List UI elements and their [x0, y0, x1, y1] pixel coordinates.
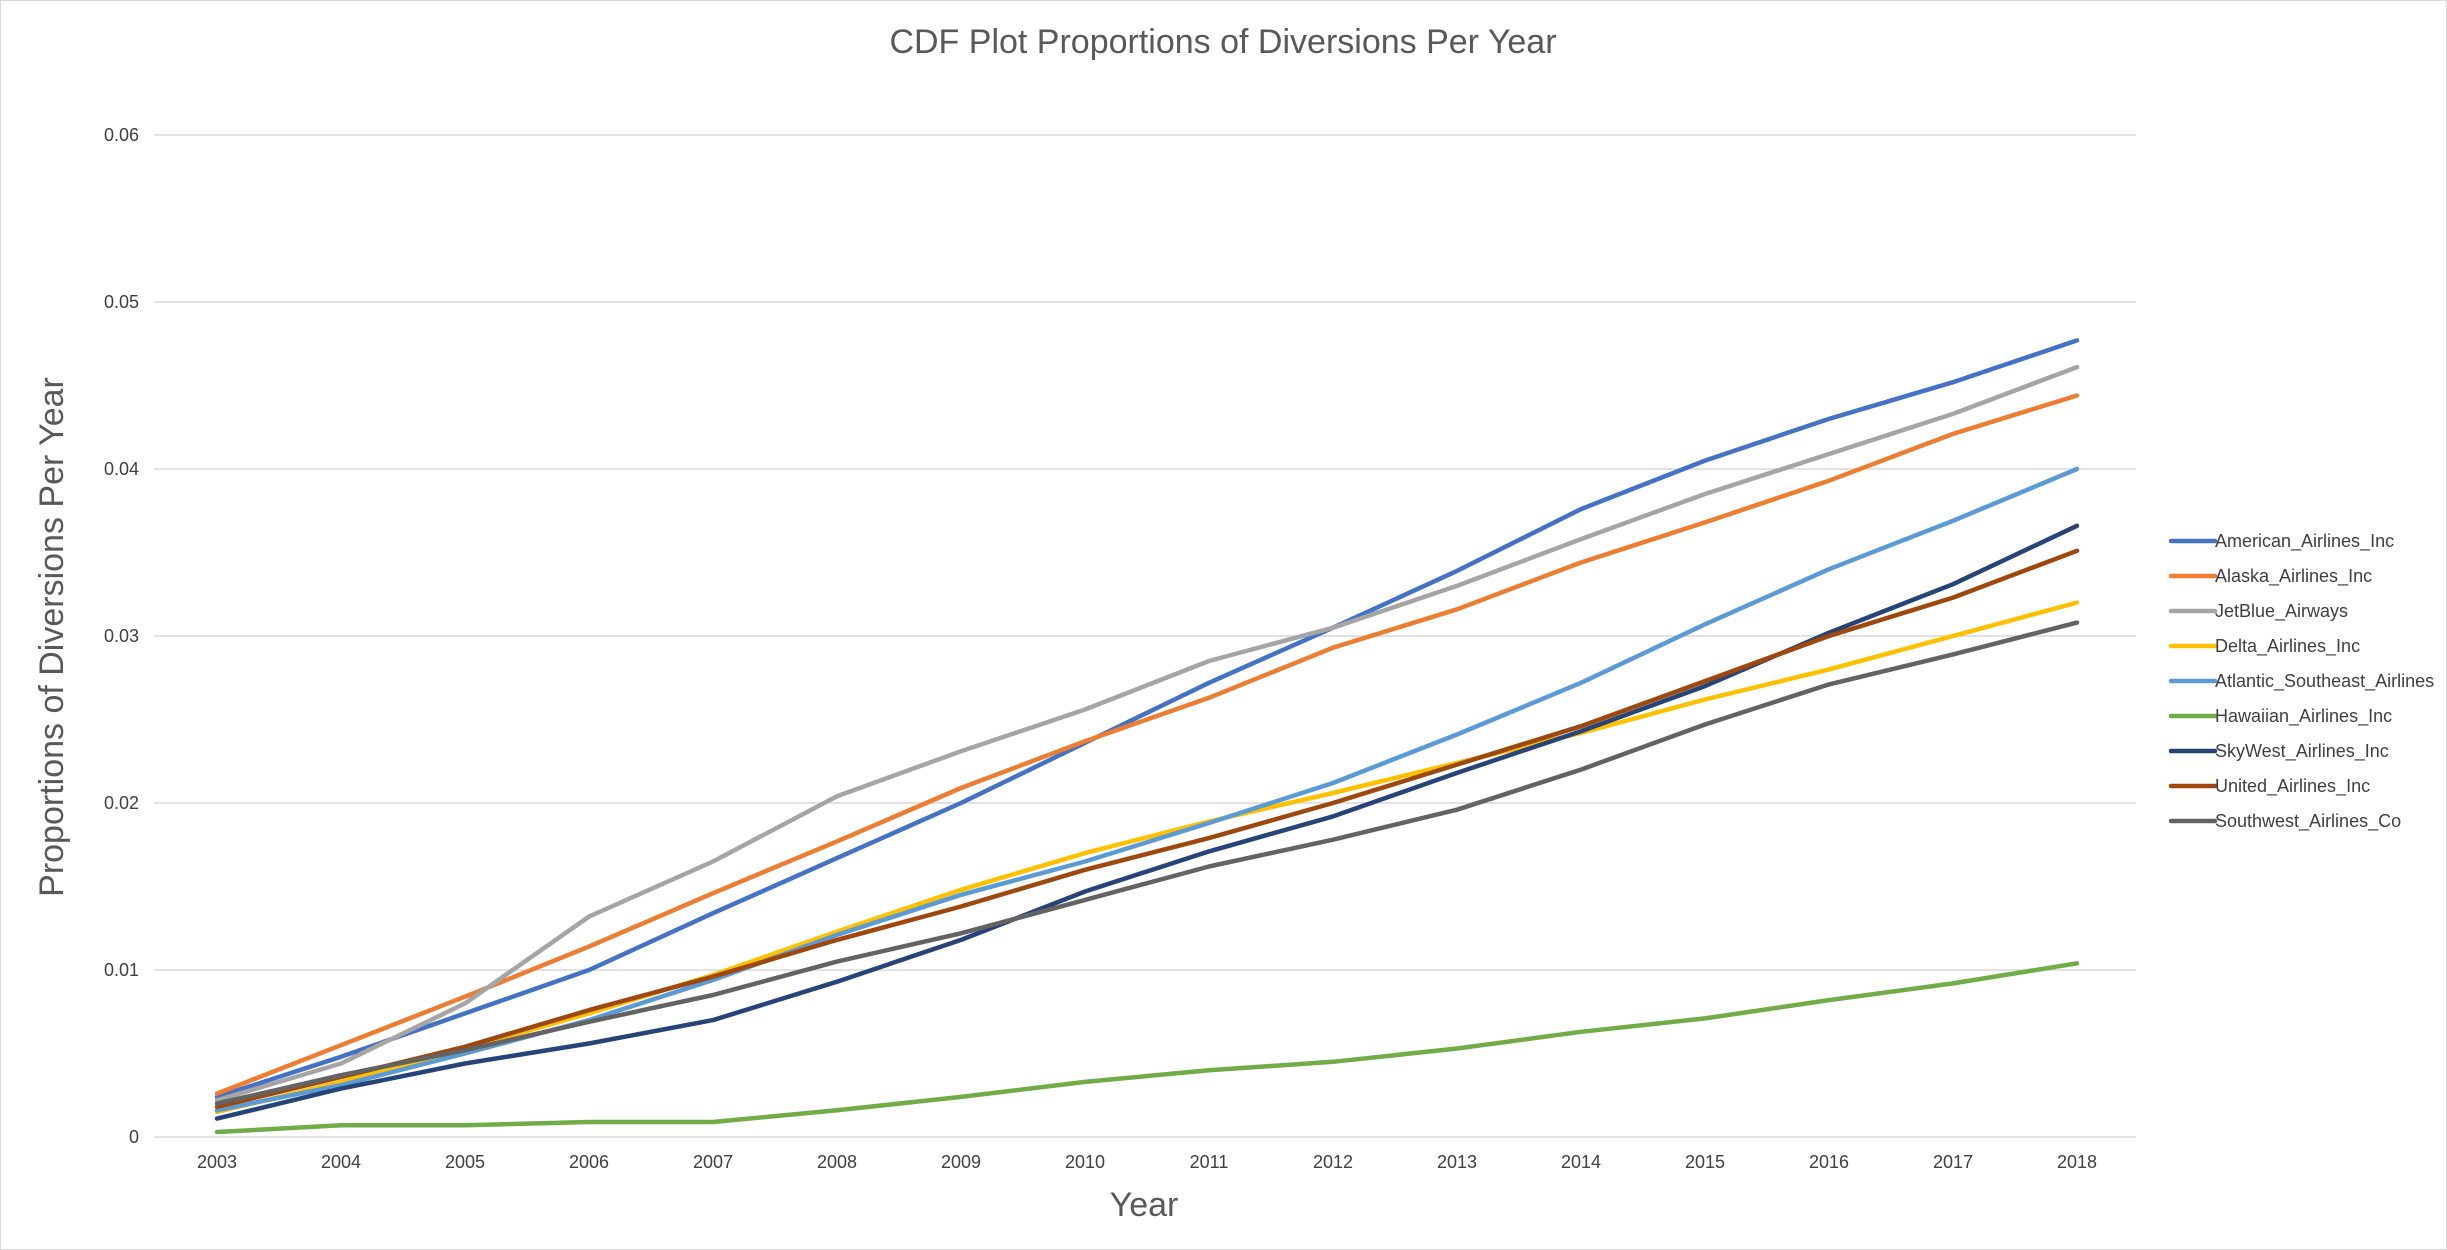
x-tick-label: 2011 [1190, 1152, 1229, 1172]
x-axis-tick-labels: 2003 2004 2005 2006 2007 2008 2009 2010 2011 2012… [197, 1152, 2097, 1172]
series-lines [214, 338, 2080, 1135]
y-tick-label: 0.03 [104, 626, 139, 646]
legend: American_Airlines_Inc Alaska_Airlines_Inc… [2168, 531, 2434, 832]
x-tick-label: 2015 [1685, 1152, 1725, 1172]
series-line-alaska-airlines-inc [214, 393, 2080, 1096]
x-tick-label: 2014 [1561, 1152, 1601, 1172]
x-tick-label: 2016 [1809, 1152, 1849, 1172]
series-line-atlantic-southeast-airlines [214, 466, 2080, 1113]
y-tick-label: 0.01 [104, 960, 139, 980]
x-tick-label: 2013 [1437, 1152, 1477, 1172]
series-line-skywest-airlines-inc [214, 523, 2080, 1121]
legend-label: Delta_Airlines_Inc [2215, 636, 2360, 657]
x-tick-label: 2006 [569, 1152, 609, 1172]
legend-label: American_Airlines_Inc [2215, 531, 2394, 552]
x-axis-title: Year [1110, 1186, 1179, 1224]
x-tick-label: 2010 [1065, 1152, 1105, 1172]
series-line-jetblue-airways [214, 364, 2080, 1103]
legend-label: Southwest_Airlines_Co [2215, 811, 2401, 832]
legend-label: United_Airlines_Inc [2215, 776, 2370, 797]
chart-title: CDF Plot Proportions of Diversions Per Y… [889, 23, 1556, 61]
x-tick-label: 2017 [1933, 1152, 1973, 1172]
y-tick-label: 0.04 [104, 459, 139, 479]
x-tick-label: 2004 [321, 1152, 361, 1172]
series-line-southwest-airlines-co [214, 620, 2080, 1106]
legend-label: Hawaiian_Airlines_Inc [2215, 706, 2392, 727]
legend-label: SkyWest_Airlines_Inc [2215, 741, 2389, 762]
y-tick-label: 0 [129, 1127, 139, 1147]
gridlines [154, 134, 2136, 1138]
y-tick-label: 0.05 [104, 292, 139, 312]
series-line-american-airlines-inc [214, 338, 2080, 1100]
series-line-delta-airlines-inc [214, 600, 2080, 1115]
y-tick-label: 0.06 [104, 125, 139, 145]
x-tick-label: 2009 [941, 1152, 981, 1172]
x-tick-label: 2005 [445, 1152, 485, 1172]
x-tick-label: 2007 [693, 1152, 733, 1172]
y-tick-label: 0.02 [104, 793, 139, 813]
y-axis-title: Proportions of Diversions Per Year [33, 377, 71, 897]
legend-label: Alaska_Airlines_Inc [2215, 566, 2372, 587]
series-line-hawaiian-airlines-inc [214, 961, 2080, 1135]
y-axis-tick-labels: 0 0.01 0.02 0.03 0.04 0.05 0.06 [104, 125, 139, 1147]
legend-label: Atlantic_Southeast_Airlines [2215, 671, 2434, 692]
x-tick-label: 2018 [2057, 1152, 2097, 1172]
x-tick-label: 2012 [1313, 1152, 1353, 1172]
x-tick-label: 2003 [197, 1152, 237, 1172]
legend-label: JetBlue_Airways [2215, 601, 2348, 622]
x-tick-label: 2008 [817, 1152, 857, 1172]
series-line-united-airlines-inc [214, 548, 2080, 1110]
